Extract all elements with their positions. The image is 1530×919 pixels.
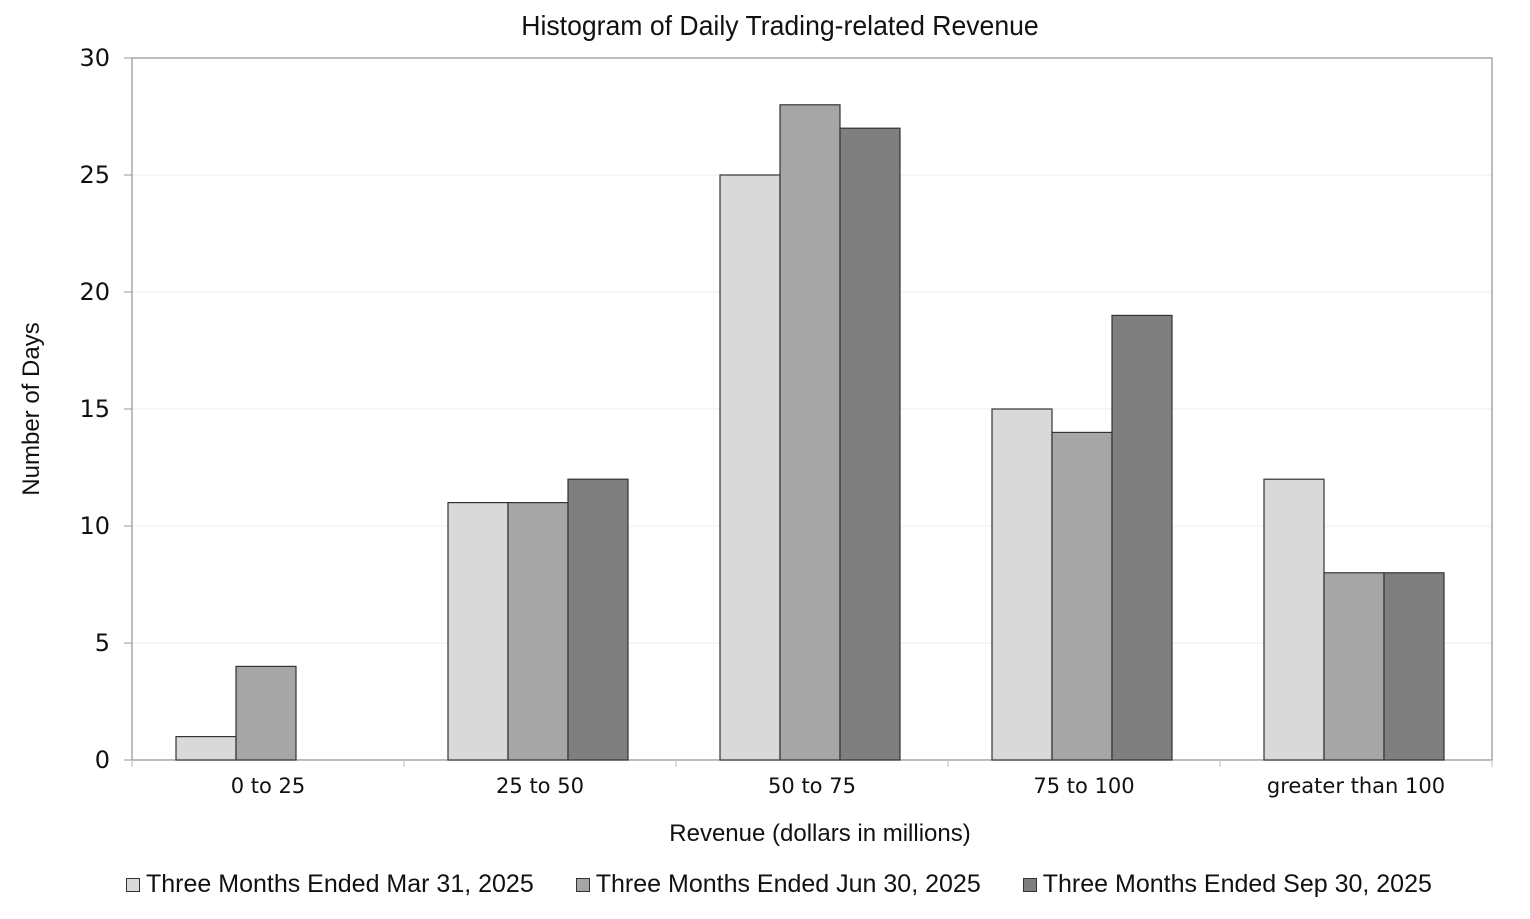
y-axis-label: Number of Days: [18, 322, 45, 496]
bar: [175, 735, 237, 761]
legend-swatch: [575, 877, 590, 892]
legend-item: Three Months Ended Jun 30, 2025: [575, 870, 981, 899]
bar: [779, 104, 841, 761]
x-tick-label: 75 to 100: [1033, 774, 1135, 798]
x-tick-label: 50 to 75: [768, 774, 856, 798]
legend-swatch: [126, 877, 140, 892]
legend-label: Three Months Ended Mar 31, 2025: [146, 870, 534, 898]
bar: [719, 174, 781, 761]
bar: [1323, 572, 1385, 761]
bar: [235, 665, 297, 761]
bar: [991, 408, 1053, 761]
legend-label: Three Months Ended Sep 30, 2025: [1042, 870, 1432, 898]
legend-swatch: [1022, 877, 1037, 892]
y-tick-label: 15: [79, 395, 110, 423]
bar: [447, 502, 509, 761]
x-axis-label: Revenue (dollars in millions): [669, 820, 971, 847]
legend-item: Three Months Ended Sep 30, 2025: [1022, 870, 1432, 899]
y-tick-label: 30: [79, 44, 110, 72]
bar: [1051, 431, 1113, 761]
legend: Three Months Ended Mar 31, 2025 Three Mon…: [126, 870, 1474, 899]
y-tick-label: 10: [79, 512, 110, 540]
y-tick-label: 5: [94, 629, 110, 657]
x-tick-label: 25 to 50: [496, 774, 584, 798]
bar: [1111, 314, 1173, 761]
chart-title: Histogram of Daily Trading-related Reven…: [521, 10, 1039, 41]
y-tick-label: 20: [79, 278, 110, 306]
bar: [567, 478, 629, 761]
bar: [1263, 478, 1325, 761]
legend-label: Three Months Ended Jun 30, 2025: [595, 870, 981, 898]
x-tick-label: 0 to 25: [230, 774, 306, 798]
x-tick-label: greater than 100: [1266, 774, 1446, 798]
bar: [839, 127, 901, 761]
legend-item: Three Months Ended Mar 31, 2025: [126, 870, 534, 899]
y-tick-label: 25: [79, 161, 110, 189]
y-tick-label: 0: [94, 746, 110, 774]
bar: [1383, 572, 1445, 761]
bar: [507, 502, 569, 761]
